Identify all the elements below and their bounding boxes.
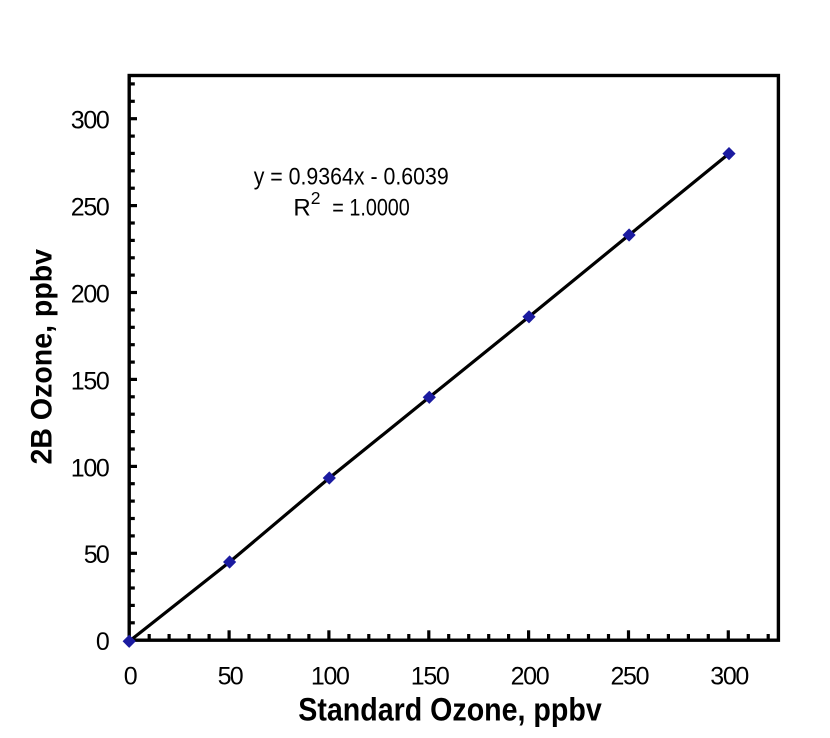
svg-text:250: 250 bbox=[71, 194, 110, 222]
svg-text:200: 200 bbox=[71, 280, 110, 308]
svg-text:200: 200 bbox=[511, 663, 550, 691]
svg-text:100: 100 bbox=[311, 663, 350, 691]
svg-text:150: 150 bbox=[71, 367, 110, 395]
svg-text:250: 250 bbox=[611, 663, 650, 691]
svg-text:150: 150 bbox=[411, 663, 450, 691]
svg-text:2: 2 bbox=[311, 188, 321, 208]
svg-text:50: 50 bbox=[84, 541, 110, 569]
svg-text:2B Ozone, ppbv: 2B Ozone, ppbv bbox=[25, 249, 58, 465]
svg-text:50: 50 bbox=[218, 663, 244, 691]
svg-text:0: 0 bbox=[124, 663, 138, 691]
svg-text:y = 0.9364x - 0.6039: y = 0.9364x - 0.6039 bbox=[254, 163, 449, 190]
svg-text:100: 100 bbox=[71, 454, 110, 482]
svg-text:R: R bbox=[293, 194, 310, 221]
svg-text:300: 300 bbox=[71, 107, 110, 135]
svg-text:= 1.0000: = 1.0000 bbox=[332, 194, 410, 221]
svg-text:Standard Ozone, ppbv: Standard Ozone, ppbv bbox=[298, 692, 602, 728]
svg-text:300: 300 bbox=[710, 663, 749, 691]
svg-text:0: 0 bbox=[96, 628, 110, 656]
